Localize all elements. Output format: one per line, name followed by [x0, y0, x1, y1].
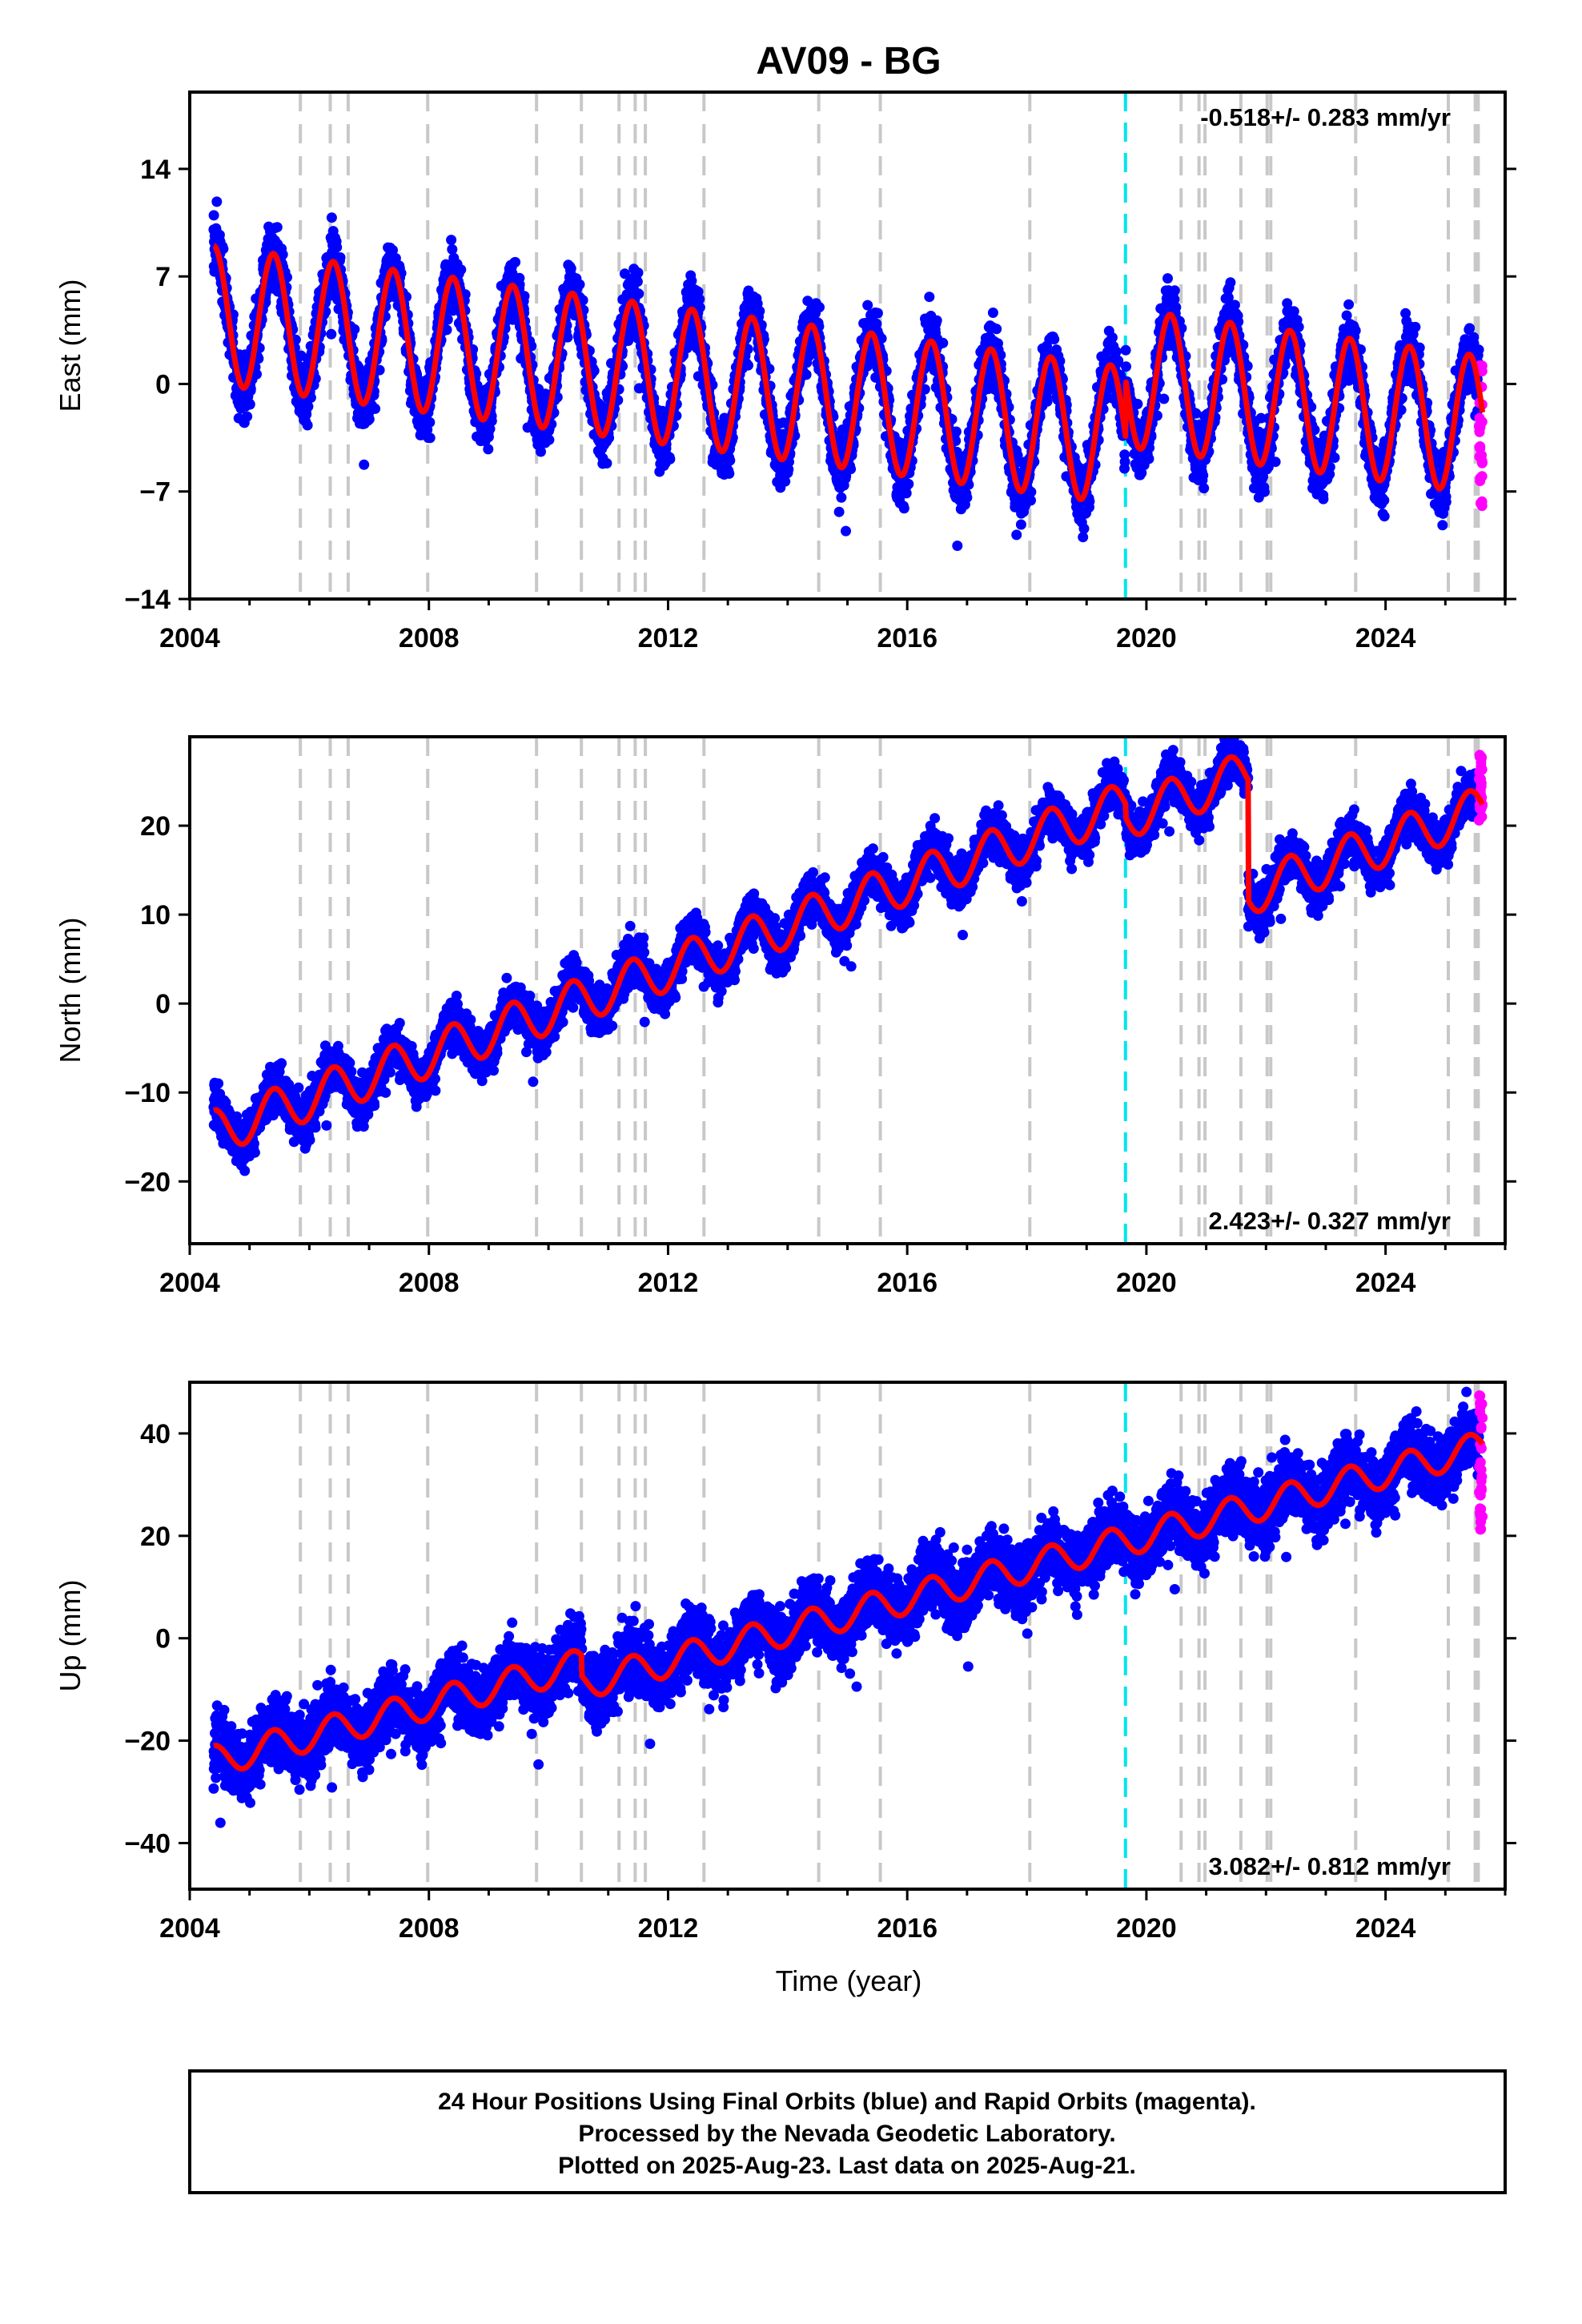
final-orbit-point: [601, 458, 612, 468]
final-orbit-point: [335, 252, 346, 263]
final-orbit-point: [1049, 334, 1060, 345]
final-orbit-point: [743, 360, 753, 371]
final-orbit-point: [359, 459, 370, 470]
final-orbit-point: [574, 279, 585, 290]
final-orbit-point: [924, 292, 935, 303]
final-orbit-point: [1119, 456, 1130, 468]
final-orbit-point: [962, 492, 973, 503]
final-orbit-point: [938, 337, 949, 348]
final-orbit-point: [331, 242, 343, 253]
final-orbit-point: [633, 288, 644, 300]
final-orbit-point: [349, 324, 360, 335]
final-orbit-point: [901, 488, 912, 499]
final-orbit-point: [1042, 396, 1053, 407]
final-orbit-point: [1132, 399, 1143, 409]
final-orbit-point: [872, 308, 883, 319]
final-orbit-point: [1120, 344, 1131, 356]
final-orbit-point: [950, 426, 962, 437]
chart-title: AV09 - BG: [756, 40, 941, 82]
final-orbit-point: [903, 478, 914, 489]
final-orbit-point: [442, 314, 453, 325]
final-orbit-points: [208, 196, 1484, 551]
final-orbit-point: [441, 324, 452, 336]
final-orbit-point: [724, 468, 735, 479]
final-orbit-point: [801, 369, 812, 380]
final-orbit-point: [271, 222, 283, 233]
final-orbit-point: [1106, 332, 1118, 343]
final-orbit-point: [277, 249, 288, 260]
final-orbit-point: [1078, 523, 1090, 534]
final-orbit-point: [244, 399, 255, 410]
final-orbit-point: [483, 444, 494, 455]
final-orbit-point: [1011, 529, 1022, 541]
final-orbit-point: [211, 196, 223, 207]
final-orbit-point: [301, 408, 312, 420]
final-orbit-point: [1121, 361, 1131, 372]
final-orbit-point: [725, 455, 736, 466]
final-orbit-point: [424, 416, 436, 428]
final-orbit-point: [544, 434, 555, 445]
final-orbit-point: [374, 364, 385, 376]
final-orbit-point: [1015, 519, 1026, 530]
final-orbit-point: [632, 267, 644, 278]
final-orbit-point: [302, 420, 313, 431]
final-orbit-point: [486, 416, 497, 427]
final-orbit-point: [218, 243, 229, 255]
final-orbit-point: [208, 210, 219, 221]
final-orbit-point: [484, 424, 496, 435]
final-orbit-point: [363, 414, 375, 424]
final-orbit-point: [898, 503, 909, 514]
final-orbit-point: [387, 244, 398, 255]
final-orbit-point: [510, 256, 521, 267]
final-orbit-point: [326, 328, 337, 340]
final-orbit-point: [931, 315, 942, 326]
final-orbit-point: [632, 276, 643, 287]
final-orbit-point: [665, 453, 676, 464]
final-orbit-point: [242, 411, 253, 422]
final-orbit-point: [841, 525, 851, 537]
final-orbit-point: [1026, 486, 1037, 497]
final-orbit-point: [991, 324, 1002, 335]
final-orbit-point: [836, 492, 847, 503]
final-orbit-point: [519, 291, 530, 302]
final-orbit-point: [833, 506, 845, 517]
final-orbit-point: [754, 306, 765, 316]
plot-area: [208, 92, 1488, 599]
final-orbit-point: [987, 308, 998, 318]
final-orbit-point: [424, 432, 436, 444]
final-orbit-point: [447, 243, 458, 255]
final-orbit-point: [456, 264, 467, 275]
final-orbit-point: [862, 300, 873, 311]
final-orbit-point: [483, 432, 494, 443]
final-orbit-point: [326, 212, 337, 223]
final-orbit-point: [370, 403, 381, 414]
final-orbit-point: [1110, 346, 1122, 357]
final-orbit-point: [446, 235, 457, 246]
final-orbit-point: [251, 368, 262, 380]
final-orbit-point: [814, 302, 825, 313]
final-orbit-point: [303, 401, 314, 412]
final-orbit-point: [952, 541, 963, 551]
